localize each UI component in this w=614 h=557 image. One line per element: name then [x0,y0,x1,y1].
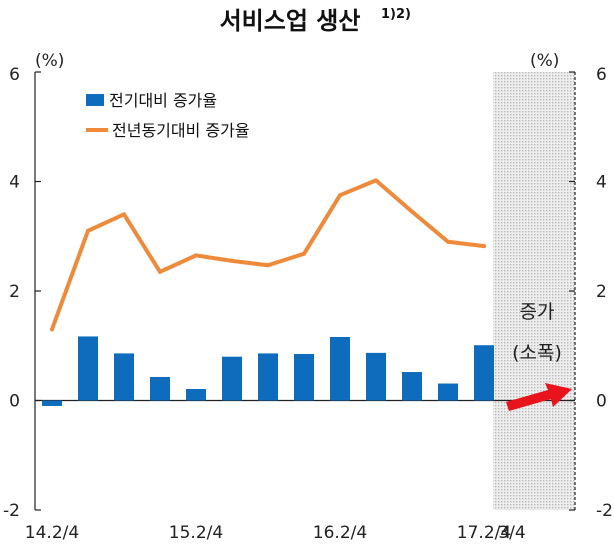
forecast-note-line1: 증가 [520,301,555,323]
bar-qoq-3 [150,376,170,401]
right-y-tick-label: 0 [596,392,607,412]
chart-title: 서비스업 생산 [220,7,361,35]
legend: 전기대비 증가율 전년동기대비 증가율 [86,91,250,140]
yoy-point-0 [50,327,54,332]
bar-qoq-2 [114,353,134,401]
x-tick-label: 14.2/4 [25,523,79,543]
left-axis-unit: (%) [35,51,64,71]
yoy-point-12 [482,244,486,249]
forecast-band [493,72,575,510]
yoy-line [50,178,486,332]
bar-qoq-4 [186,389,206,401]
yoy-point-9 [374,178,378,183]
left-y-tick-label: -2 [3,501,20,521]
bar-qoq-6 [258,353,278,401]
right-y-tick-label: 2 [596,282,607,302]
bar-qoq-10 [402,372,422,401]
left-y-tick-label: 2 [9,282,20,302]
bar-qoq-9 [366,352,386,401]
forecast-arrow [506,383,572,411]
bar-qoq-0 [42,400,62,406]
left-y-tick-label: 6 [9,65,20,85]
yoy-point-5 [230,258,234,263]
legend-bar-swatch [86,94,104,106]
bar-qoq-12 [474,345,494,401]
forecast-note-line2: (소폭) [512,342,562,364]
x-tick-label: 16.2/4 [313,523,367,543]
legend-bar-label: 전기대비 증가율 [109,91,217,110]
legend-line-label: 전년동기대비 증가율 [112,121,250,140]
yoy-point-11 [446,239,450,244]
line-layer [50,178,486,332]
left-y-tick-label: 4 [9,173,20,193]
yoy-point-7 [302,251,306,256]
yoy-point-2 [122,212,126,217]
yoy-point-4 [194,253,198,258]
yoy-point-8 [338,193,342,198]
bar-qoq-7 [294,353,314,401]
bar-qoq-1 [78,336,98,401]
bars-layer [42,336,494,406]
yoy-point-1 [86,228,90,233]
right-y-tick-label: -2 [596,501,613,521]
bar-qoq-8 [330,336,350,401]
yoy-point-6 [266,263,270,268]
bar-qoq-5 [222,356,242,401]
bar-qoq-11 [438,383,458,401]
right-y-tick-label: 4 [596,173,607,193]
chart-title-footnote: 1)2) [381,7,411,22]
x-tick-label: 3/4 [498,523,525,543]
x-tick-label: 17.2/4 [457,523,511,543]
left-y-tick-label: 0 [9,392,20,412]
yoy-point-3 [158,269,162,274]
right-axis-unit: (%) [530,51,559,71]
right-y-tick-label: 6 [596,65,607,85]
x-ticks-layer: 14.2/4 15.2/4 16.2/4 17.2/43/4 [25,523,526,543]
yoy-point-10 [410,209,414,214]
x-tick-label: 15.2/4 [169,523,223,543]
